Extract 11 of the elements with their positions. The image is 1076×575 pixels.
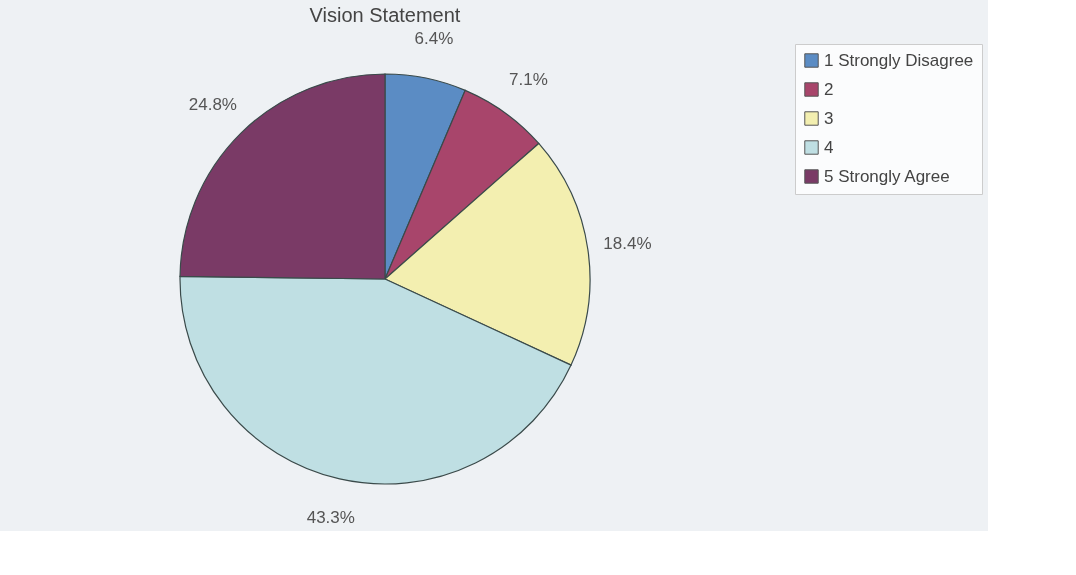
data-label: 43.3% [306, 507, 355, 527]
legend-label: 4 [824, 137, 834, 157]
legend-label: 2 [824, 79, 834, 99]
data-label: 18.4% [603, 233, 652, 253]
data-label: 6.4% [414, 28, 454, 48]
legend-label: 5 Strongly Agree [824, 166, 950, 186]
data-label: 7.1% [509, 70, 548, 90]
legend-label: 3 [824, 108, 834, 128]
data-label: 24.8% [188, 94, 237, 114]
chart-title: Vision Statement [309, 3, 461, 26]
legend-label: 1 Strongly Disagree [824, 50, 974, 70]
